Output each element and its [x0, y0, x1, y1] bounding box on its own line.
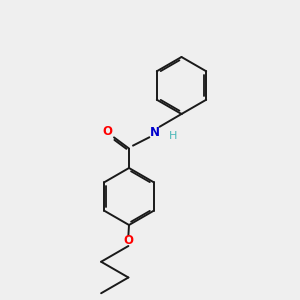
Text: N: N	[149, 125, 160, 139]
Text: H: H	[169, 130, 177, 141]
Text: O: O	[123, 234, 134, 247]
Text: O: O	[102, 125, 112, 138]
